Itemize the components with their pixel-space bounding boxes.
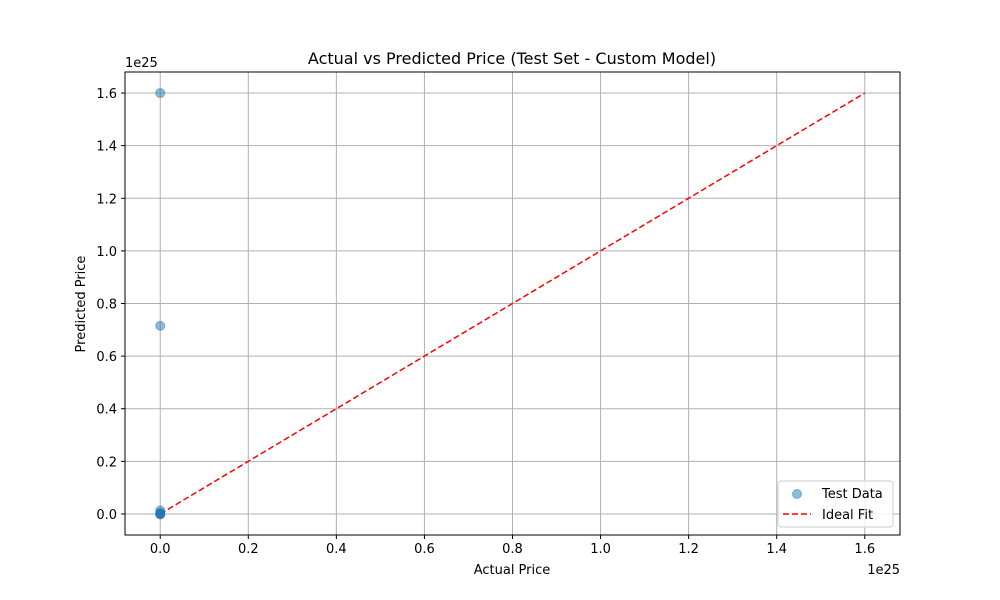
scatter-point <box>155 320 166 331</box>
y-tick-label: 1.0 <box>96 245 117 260</box>
x-tick-label: 0.2 <box>238 542 259 557</box>
x-tick-label: 1.2 <box>678 542 699 557</box>
x-tick-label: 0.4 <box>326 542 347 557</box>
x-tick-label: 1.0 <box>590 542 611 557</box>
x-tick-label: 1.6 <box>854 542 875 557</box>
legend-label-test-data: Test Data <box>821 487 883 502</box>
legend-box <box>777 480 894 528</box>
legend-marker-test-data <box>792 489 802 499</box>
y-tick-label: 1.6 <box>96 87 117 102</box>
scatter-point <box>155 88 166 99</box>
scatter-point <box>155 509 166 520</box>
x-axis-label: Actual Price <box>474 563 551 578</box>
y-tick-label: 0.8 <box>96 298 117 313</box>
legend: Test Data Ideal Fit <box>777 480 894 528</box>
y-tick-label: 0.6 <box>96 350 117 365</box>
y-offset-label: 1e25 <box>125 56 158 71</box>
x-tick-label: 0.6 <box>414 542 435 557</box>
x-tick-label: 1.4 <box>766 542 787 557</box>
y-tick-label: 1.4 <box>96 140 117 155</box>
x-offset-label: 1e25 <box>867 563 900 578</box>
y-axis-label: Predicted Price <box>74 256 89 353</box>
y-tick-label: 0.0 <box>96 508 117 523</box>
chart-title: Actual vs Predicted Price (Test Set - Cu… <box>308 49 716 68</box>
y-tick-label: 0.2 <box>96 455 117 470</box>
axis-ticks: 0.0 0.2 0.4 0.6 0.8 1.0 1.2 1.4 1.6 0.0 0.2 0.4 0.6 0… <box>96 87 875 557</box>
x-tick-label: 0.8 <box>502 542 523 557</box>
plot-area <box>155 88 866 520</box>
y-tick-label: 1.2 <box>96 192 117 207</box>
x-tick-label: 0.0 <box>150 542 171 557</box>
legend-label-ideal-fit: Ideal Fit <box>822 508 873 523</box>
y-tick-label: 0.4 <box>96 403 117 418</box>
ideal-fit-line <box>159 92 866 515</box>
